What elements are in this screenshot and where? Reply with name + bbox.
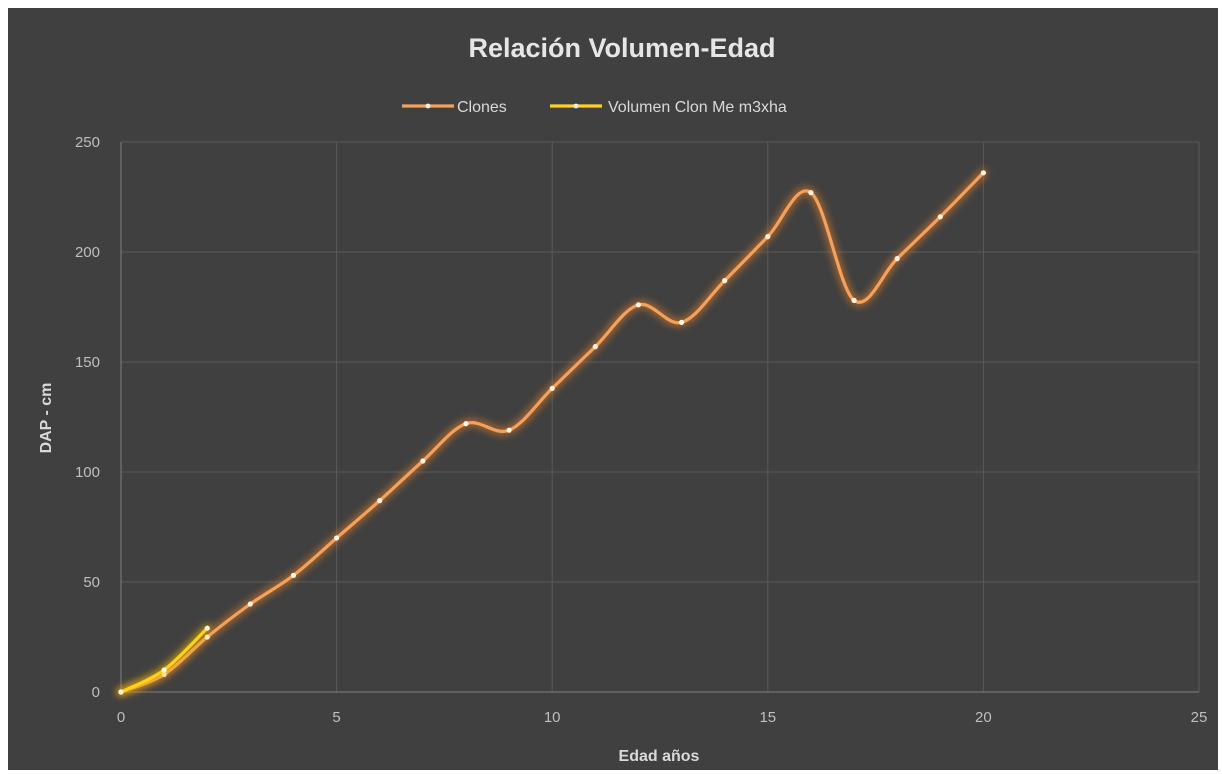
- legend-item: Clones: [402, 99, 507, 116]
- data-point: [204, 625, 210, 631]
- data-point: [420, 458, 426, 464]
- series-1: [116, 623, 212, 697]
- data-point: [678, 319, 685, 325]
- legend-marker: [573, 103, 579, 109]
- x-tick-label: 0: [117, 709, 125, 726]
- x-tick-label: 25: [1191, 709, 1208, 726]
- data-point: [377, 498, 383, 504]
- data-point: [722, 278, 728, 284]
- y-tick-label: 100: [75, 464, 100, 481]
- x-tick-label: 20: [975, 709, 992, 726]
- grid: [121, 141, 1200, 692]
- y-tick-label: 0: [92, 684, 100, 701]
- plot-area: [116, 168, 988, 697]
- x-axis-title: Edad años: [619, 748, 700, 765]
- data-point: [635, 302, 642, 308]
- data-point: [851, 297, 857, 303]
- data-point: [592, 344, 598, 350]
- data-point: [937, 214, 943, 220]
- data-point: [290, 572, 297, 579]
- chart-area: [8, 8, 1218, 770]
- data-point: [808, 190, 814, 196]
- legend-label: Clones: [457, 99, 507, 116]
- y-tick-label: 250: [75, 134, 100, 151]
- data-point: [765, 234, 771, 240]
- legend: Clones Volumen Clon Me m3xha: [402, 99, 787, 116]
- y-tick-label: 50: [83, 574, 100, 591]
- data-point: [980, 170, 987, 176]
- series-line: [119, 171, 985, 694]
- legend-marker: [425, 103, 431, 109]
- data-point: [894, 256, 900, 262]
- x-tick-label: 5: [332, 709, 340, 726]
- y-tick-label: 150: [75, 354, 100, 371]
- x-tick-label: 10: [544, 709, 561, 726]
- legend-label: Volumen Clon Me m3xha: [608, 99, 787, 116]
- y-axis-title: DAP - cm: [38, 383, 55, 454]
- legend-item: Volumen Clon Me m3xha: [550, 99, 787, 116]
- y-tick-label: 200: [75, 244, 100, 261]
- series-glow: [116, 623, 212, 697]
- data-point: [118, 689, 124, 695]
- data-point: [161, 667, 167, 673]
- data-point: [463, 421, 469, 427]
- axes: 0 50 100 150 200 250 0 5 10 15 20 25: [75, 134, 1207, 726]
- chart-title: Relación Volumen-Edad: [468, 33, 775, 63]
- x-tick-label: 15: [759, 709, 776, 726]
- data-point: [334, 535, 340, 541]
- data-point: [506, 427, 512, 433]
- data-point: [549, 385, 555, 391]
- data-point: [247, 601, 253, 607]
